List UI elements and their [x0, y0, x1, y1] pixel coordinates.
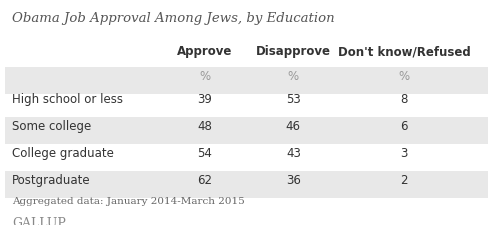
- Text: 39: 39: [197, 92, 212, 105]
- Text: 3: 3: [401, 146, 408, 159]
- Text: 53: 53: [286, 92, 301, 105]
- Text: 6: 6: [400, 119, 408, 132]
- Text: 48: 48: [197, 119, 212, 132]
- Text: Disapprove: Disapprove: [256, 45, 331, 58]
- Text: 62: 62: [197, 173, 212, 186]
- Text: GALLUP: GALLUP: [12, 216, 66, 225]
- Text: Postgraduate: Postgraduate: [12, 173, 91, 186]
- Text: Approve: Approve: [177, 45, 232, 58]
- Text: 54: 54: [197, 146, 212, 159]
- Text: High school or less: High school or less: [12, 92, 123, 105]
- Text: 2: 2: [400, 173, 408, 186]
- Text: %: %: [288, 70, 299, 83]
- Text: 36: 36: [286, 173, 301, 186]
- Text: Aggregated data: January 2014-March 2015: Aggregated data: January 2014-March 2015: [12, 196, 245, 205]
- Text: %: %: [399, 70, 410, 83]
- Text: %: %: [199, 70, 210, 83]
- Text: Don't know/Refused: Don't know/Refused: [338, 45, 471, 58]
- Text: College graduate: College graduate: [12, 146, 114, 159]
- Text: Some college: Some college: [12, 119, 92, 132]
- Bar: [5, 68, 488, 94]
- Text: 43: 43: [286, 146, 301, 159]
- Text: 46: 46: [286, 119, 301, 132]
- Bar: [5, 117, 488, 144]
- Text: Obama Job Approval Among Jews, by Education: Obama Job Approval Among Jews, by Educat…: [12, 12, 335, 25]
- Bar: [5, 171, 488, 198]
- Text: 8: 8: [401, 92, 408, 105]
